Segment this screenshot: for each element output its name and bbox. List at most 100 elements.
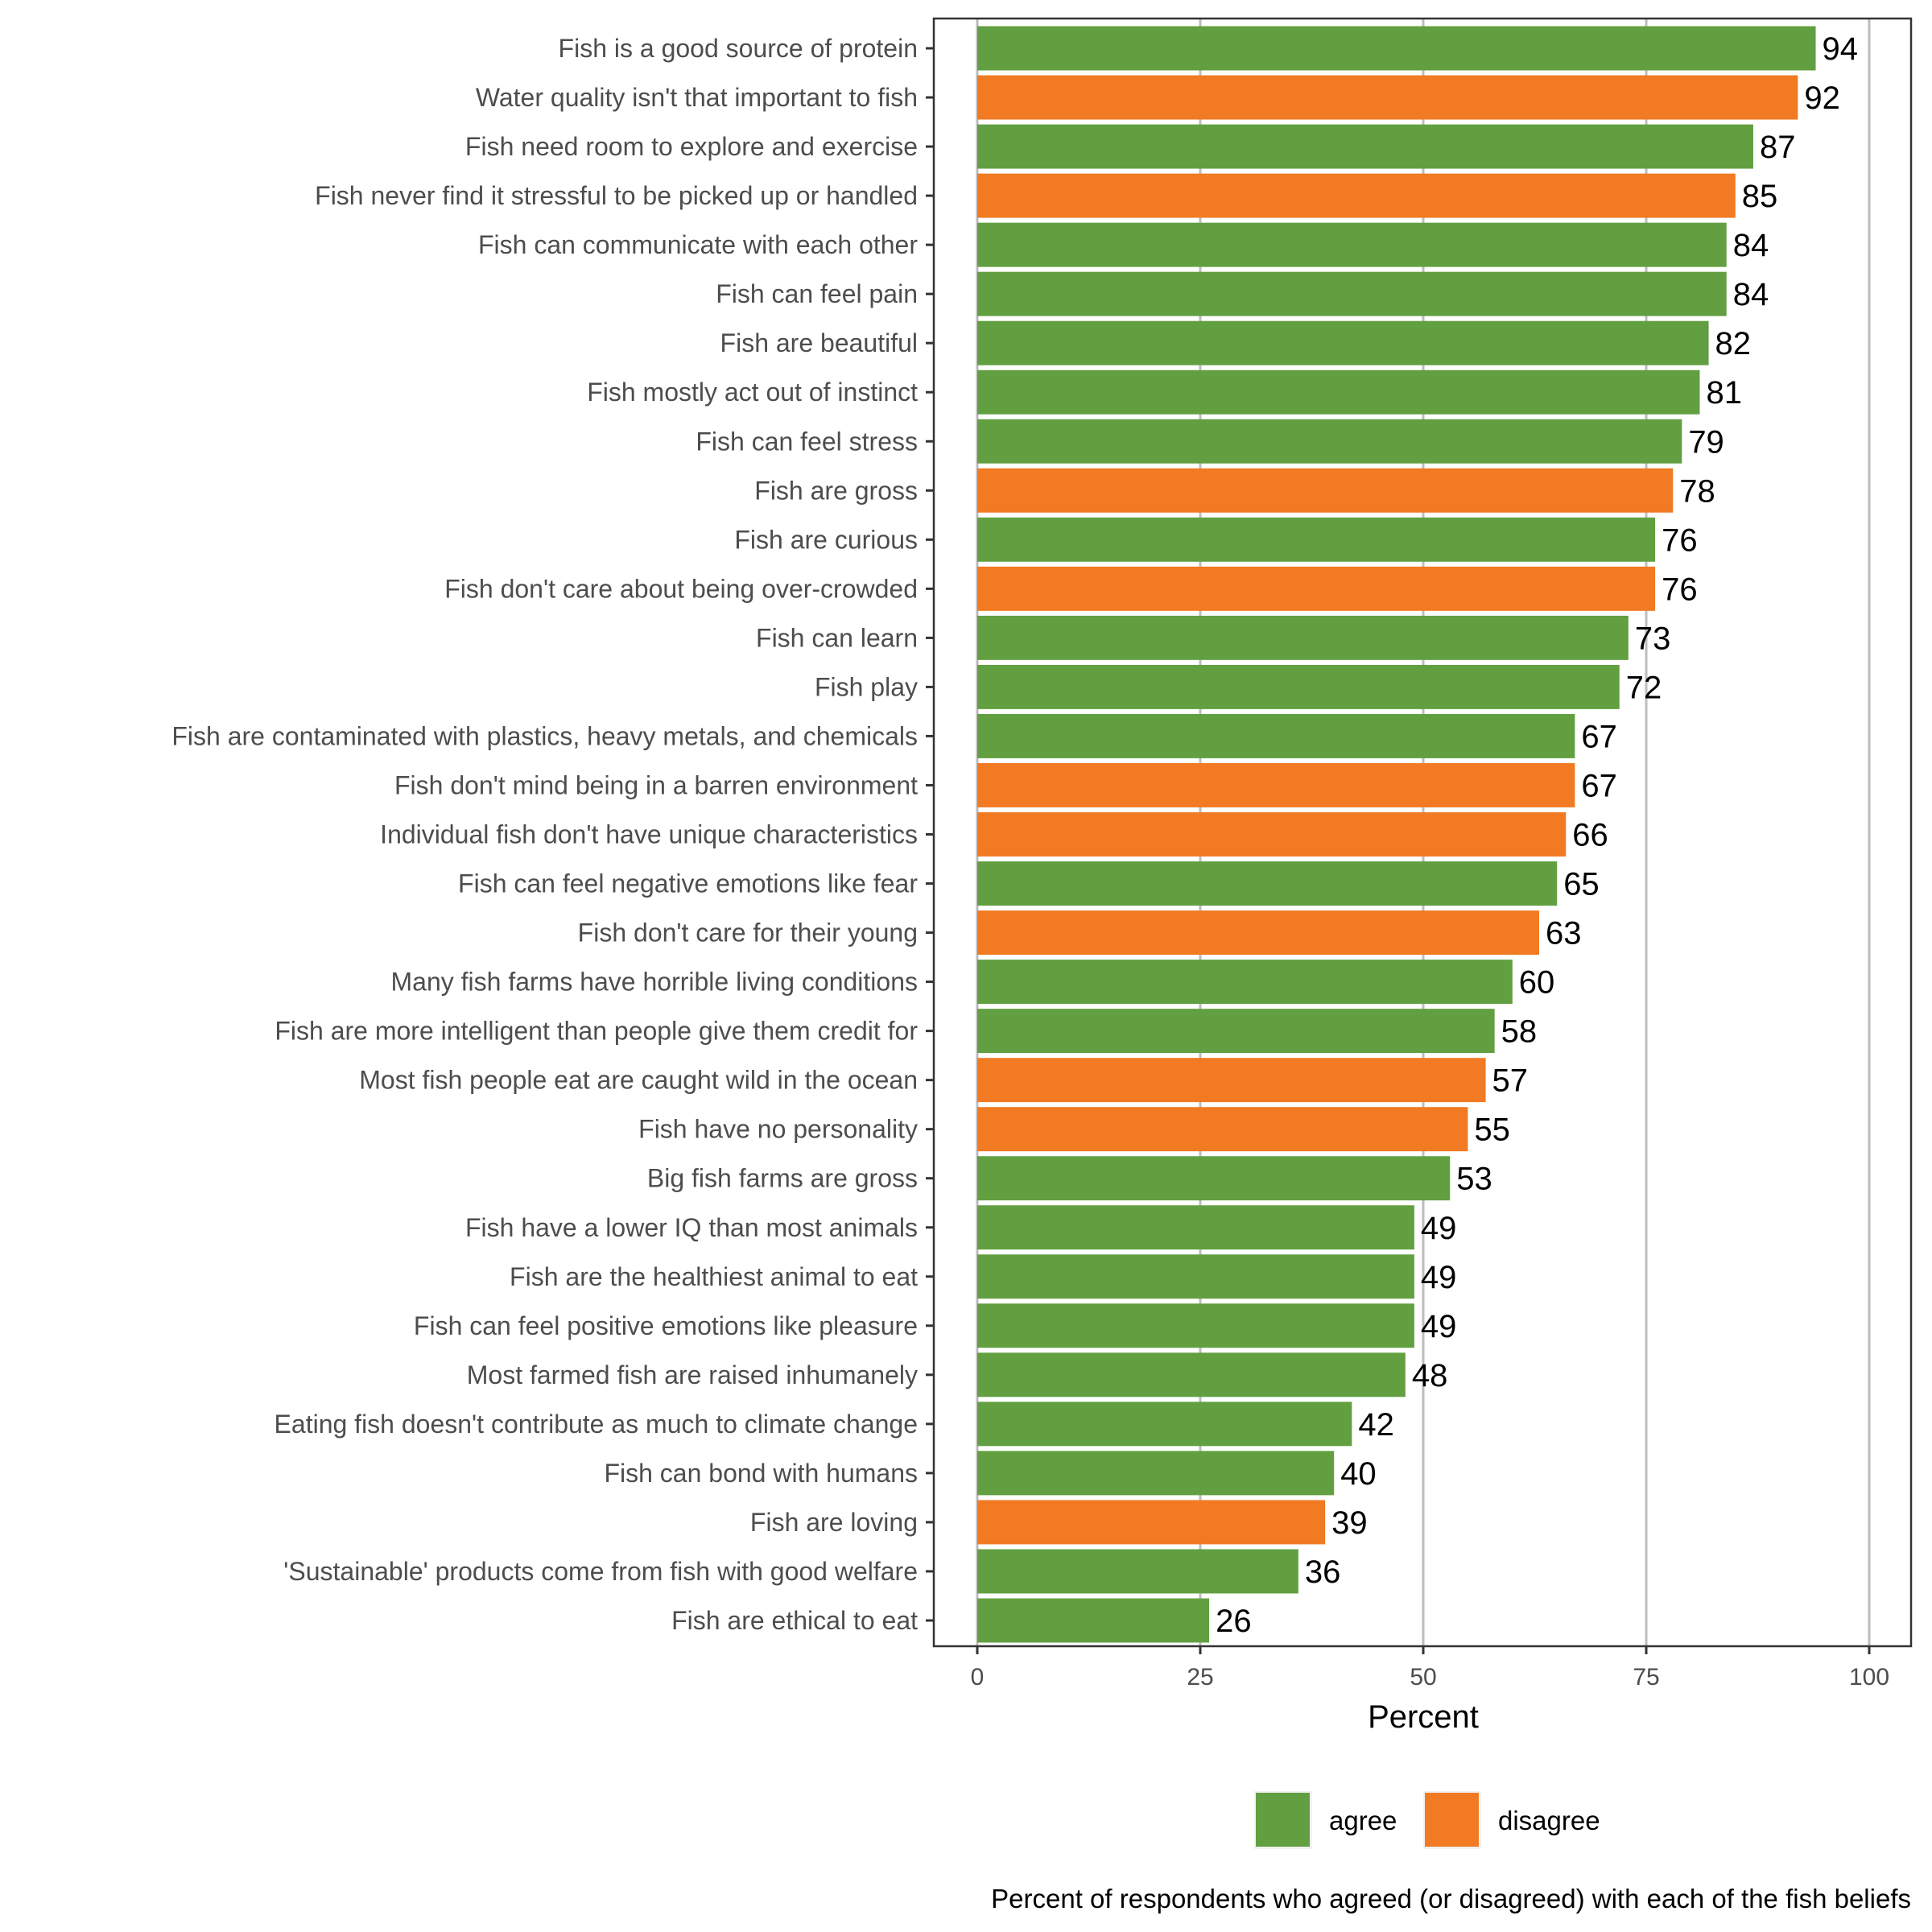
value-label: 72 [1626, 670, 1662, 705]
bar-disagree [977, 1058, 1486, 1103]
y-tick-label: Fish have a lower IQ than most animals [465, 1213, 918, 1242]
bar-agree [977, 1598, 1210, 1643]
y-tick-label: Individual fish don't have unique charac… [380, 820, 918, 849]
y-tick-label: Fish can feel stress [696, 427, 918, 456]
x-tick-label: 0 [971, 1664, 985, 1690]
y-tick-label: Most farmed fish are raised inhumanely [467, 1360, 918, 1389]
value-label: 94 [1823, 31, 1859, 67]
x-tick-label: 100 [1849, 1664, 1889, 1690]
y-tick-label: Fish have no personality [638, 1115, 918, 1144]
y-tick-label: Fish are curious [734, 525, 918, 554]
bars [977, 26, 1816, 1643]
bar-agree [977, 419, 1682, 464]
bar-agree [977, 1009, 1495, 1054]
y-tick-label: Fish can bond with humans [604, 1459, 918, 1488]
bar-disagree [977, 812, 1567, 857]
y-tick-label: Fish can feel pain [716, 279, 918, 308]
y-tick-label: Fish can learn [756, 623, 918, 652]
value-label: 76 [1662, 572, 1698, 607]
legend: agree disagree [1254, 1791, 1600, 1849]
value-label: 53 [1456, 1162, 1492, 1197]
y-tick-label: Fish are gross [754, 476, 918, 505]
value-label: 58 [1501, 1014, 1538, 1050]
legend-label-disagree: disagree [1498, 1806, 1600, 1835]
y-tick-label: Most fish people eat are caught wild in … [359, 1066, 918, 1095]
legend-swatch-agree [1256, 1793, 1310, 1847]
value-label: 63 [1546, 916, 1582, 952]
legend-label-agree: agree [1329, 1806, 1397, 1835]
value-label: 92 [1804, 80, 1840, 116]
bar-disagree [977, 566, 1656, 611]
y-tick-label: Fish are loving [750, 1508, 918, 1537]
value-label: 85 [1742, 179, 1778, 214]
value-label: 49 [1421, 1309, 1457, 1344]
y-tick-label: 'Sustainable' products come from fish wi… [283, 1557, 918, 1586]
y-tick-label: Fish is a good source of protein [559, 34, 918, 63]
bar-agree [977, 1352, 1406, 1397]
bar-disagree [977, 173, 1736, 218]
y-tick-label: Fish don't care for their young [578, 919, 918, 947]
value-label: 73 [1635, 621, 1670, 656]
bar-agree [977, 517, 1656, 562]
value-label: 67 [1581, 719, 1617, 754]
x-axis: 0 25 50 75 100 [971, 1646, 1889, 1690]
bar-agree [977, 1549, 1298, 1594]
value-label: 79 [1688, 424, 1724, 460]
value-label: 39 [1331, 1505, 1368, 1541]
y-tick-label: Water quality isn't that important to fi… [476, 83, 918, 112]
bar-agree [977, 615, 1629, 660]
value-label: 81 [1706, 375, 1742, 411]
bar-disagree [977, 75, 1798, 120]
y-tick-label: Eating fish doesn't contribute as much t… [275, 1410, 918, 1439]
value-label: 40 [1340, 1456, 1377, 1492]
value-label: 78 [1679, 473, 1715, 509]
y-tick-label: Fish are more intelligent than people gi… [275, 1017, 918, 1046]
value-label: 82 [1715, 326, 1752, 361]
bar-agree [977, 1205, 1414, 1250]
value-label: 49 [1421, 1211, 1457, 1246]
bar-agree [977, 1451, 1335, 1496]
y-tick-label: Fish play [815, 672, 918, 701]
value-label: 55 [1474, 1113, 1510, 1148]
value-label: 84 [1733, 277, 1769, 312]
y-tick-label: Fish don't care about being over-crowded [444, 574, 918, 603]
value-label: 26 [1216, 1604, 1252, 1639]
bar-disagree [977, 1500, 1326, 1545]
value-label: 84 [1733, 228, 1769, 263]
bar-agree [977, 1303, 1414, 1348]
value-label: 66 [1572, 818, 1608, 853]
value-label: 87 [1760, 130, 1796, 165]
y-tick-label: Fish can communicate with each other [478, 230, 918, 259]
x-tick-label: 75 [1633, 1664, 1659, 1690]
bar-agree [977, 1254, 1414, 1299]
value-label: 49 [1421, 1260, 1457, 1295]
bar-disagree [977, 1107, 1468, 1152]
y-tick-label: Fish can feel negative emotions like fea… [458, 869, 918, 898]
value-label: 67 [1581, 768, 1617, 803]
y-tick-label: Many fish farms have horrible living con… [390, 968, 918, 997]
bar-agree [977, 222, 1727, 267]
y-axis: Fish is a good source of protein Water qu… [171, 34, 934, 1635]
value-label: 57 [1492, 1063, 1529, 1099]
chart-caption: Percent of respondents who agreed (or di… [991, 1884, 1911, 1913]
y-tick-label: Fish need room to explore and exercise [465, 132, 918, 161]
y-tick-label: Fish are contaminated with plastics, hea… [171, 721, 918, 750]
bar-disagree [977, 468, 1674, 513]
bar-agree [977, 271, 1727, 316]
y-tick-label: Big fish farms are gross [647, 1164, 918, 1193]
bar-agree [977, 1402, 1352, 1447]
x-axis-title: Percent [1368, 1699, 1479, 1735]
y-tick-label: Fish are beautiful [720, 328, 918, 357]
y-tick-label: Fish never find it stressful to be picke… [315, 181, 918, 210]
value-label: 36 [1305, 1554, 1341, 1590]
y-tick-label: Fish are the healthiest animal to eat [510, 1262, 918, 1291]
value-label: 76 [1662, 522, 1698, 558]
value-label: 60 [1519, 965, 1555, 1001]
bar-agree [977, 124, 1753, 169]
bar-agree [977, 1156, 1451, 1201]
bar-agree [977, 861, 1558, 906]
bar-disagree [977, 763, 1575, 807]
value-label: 42 [1358, 1407, 1394, 1443]
bar-agree [977, 960, 1513, 1005]
